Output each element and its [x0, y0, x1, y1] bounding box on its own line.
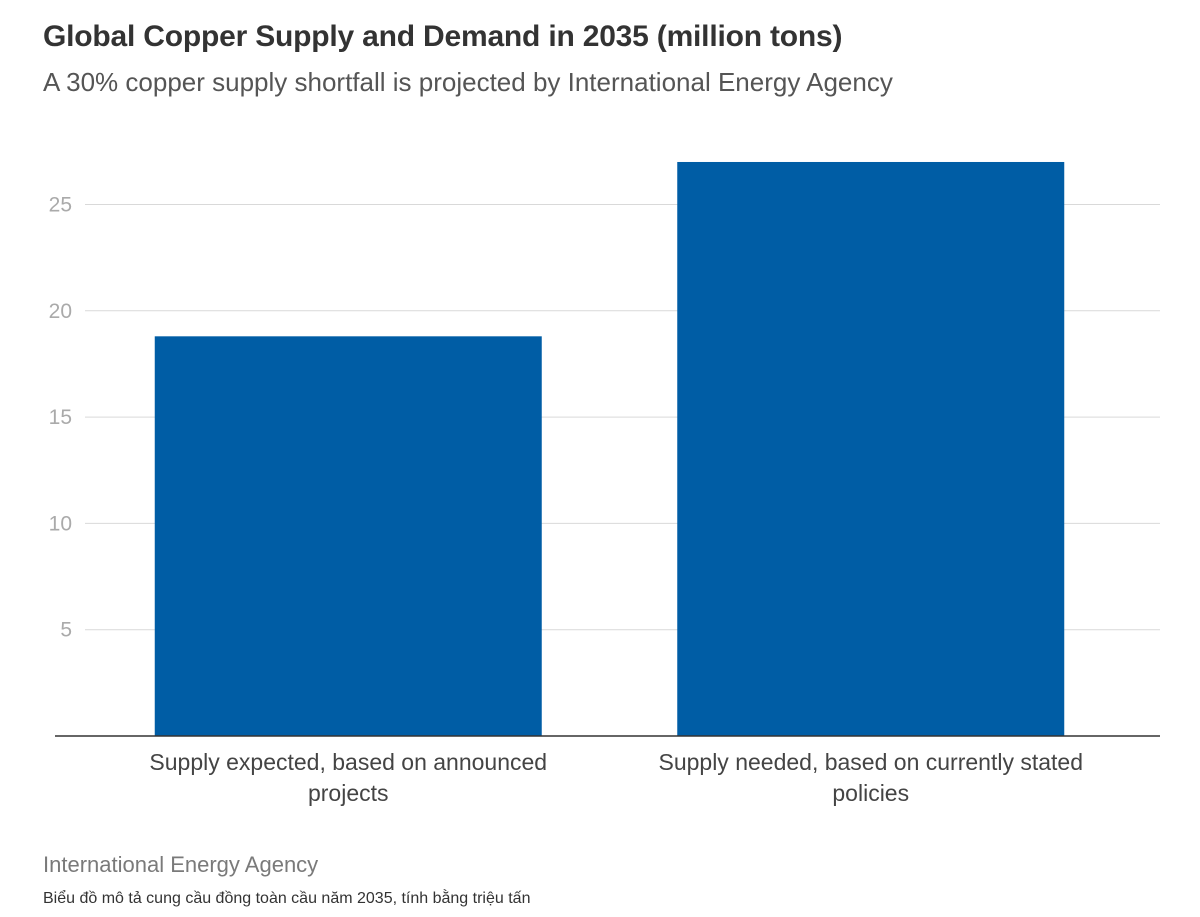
y-tick-label: 15 — [49, 406, 72, 429]
chart-title: Global Copper Supply and Demand in 2035 … — [43, 20, 843, 53]
chart-subtitle: A 30% copper supply shortfall is project… — [43, 67, 893, 97]
x-category-label: Supply needed, based on currently stated — [658, 749, 1083, 775]
y-tick-label: 10 — [49, 512, 72, 535]
x-category-label: Supply expected, based on announced — [149, 749, 547, 775]
bar — [677, 161, 1065, 737]
y-tick-label: 20 — [49, 300, 72, 323]
x-category-label: policies — [832, 780, 909, 806]
source-note: International Energy Agency — [43, 852, 319, 877]
y-tick-label: 5 — [60, 619, 72, 642]
bar — [154, 336, 542, 736]
x-category-label: projects — [308, 780, 389, 806]
y-tick-label: 25 — [49, 194, 72, 217]
caption-text: Biểu đồ mô tả cung cầu đồng toàn cầu năm… — [43, 890, 531, 907]
